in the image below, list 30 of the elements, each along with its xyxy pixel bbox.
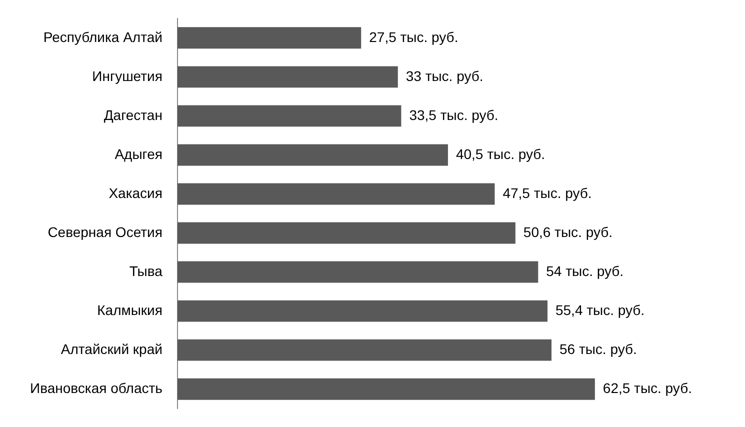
bar	[177, 261, 538, 283]
bar	[177, 105, 402, 127]
y-tick-label: Алтайский край	[60, 340, 162, 357]
data-label: 27,5 тыс. руб.	[369, 28, 458, 45]
y-tick-label: Тыва	[129, 262, 163, 279]
bar	[177, 144, 448, 166]
data-label: 54 тыс. руб.	[546, 262, 624, 279]
bar	[177, 339, 552, 361]
y-tick-label: Республика Алтай	[43, 28, 162, 45]
y-tick-label: Адыгея	[114, 146, 162, 162]
bar	[177, 183, 495, 205]
y-tick-label: Калмыкия	[97, 302, 162, 318]
bar	[177, 222, 516, 244]
data-label: 33 тыс. руб.	[406, 68, 484, 84]
data-label: 55,4 тыс. руб.	[555, 302, 645, 318]
y-tick-label: Дагестан	[104, 106, 162, 123]
data-label: 62,5 тыс. руб.	[602, 380, 692, 396]
bar	[177, 300, 548, 322]
data-label: 56 тыс. руб.	[559, 340, 637, 357]
data-label: 40,5 тыс. руб.	[456, 146, 546, 162]
y-tick-label: Северная Осетия	[48, 224, 162, 240]
data-label: 50,6 тыс. руб.	[523, 224, 613, 240]
y-tick-label: Ингушетия	[92, 68, 162, 84]
y-tick-label: Ивановская область	[30, 380, 162, 396]
data-label: 33,5 тыс. руб.	[409, 106, 498, 123]
bar	[177, 27, 362, 49]
bar	[177, 66, 398, 88]
bar	[177, 378, 595, 400]
data-label: 47,5 тыс. руб.	[502, 184, 592, 201]
y-tick-label: Хакасия	[108, 184, 162, 201]
